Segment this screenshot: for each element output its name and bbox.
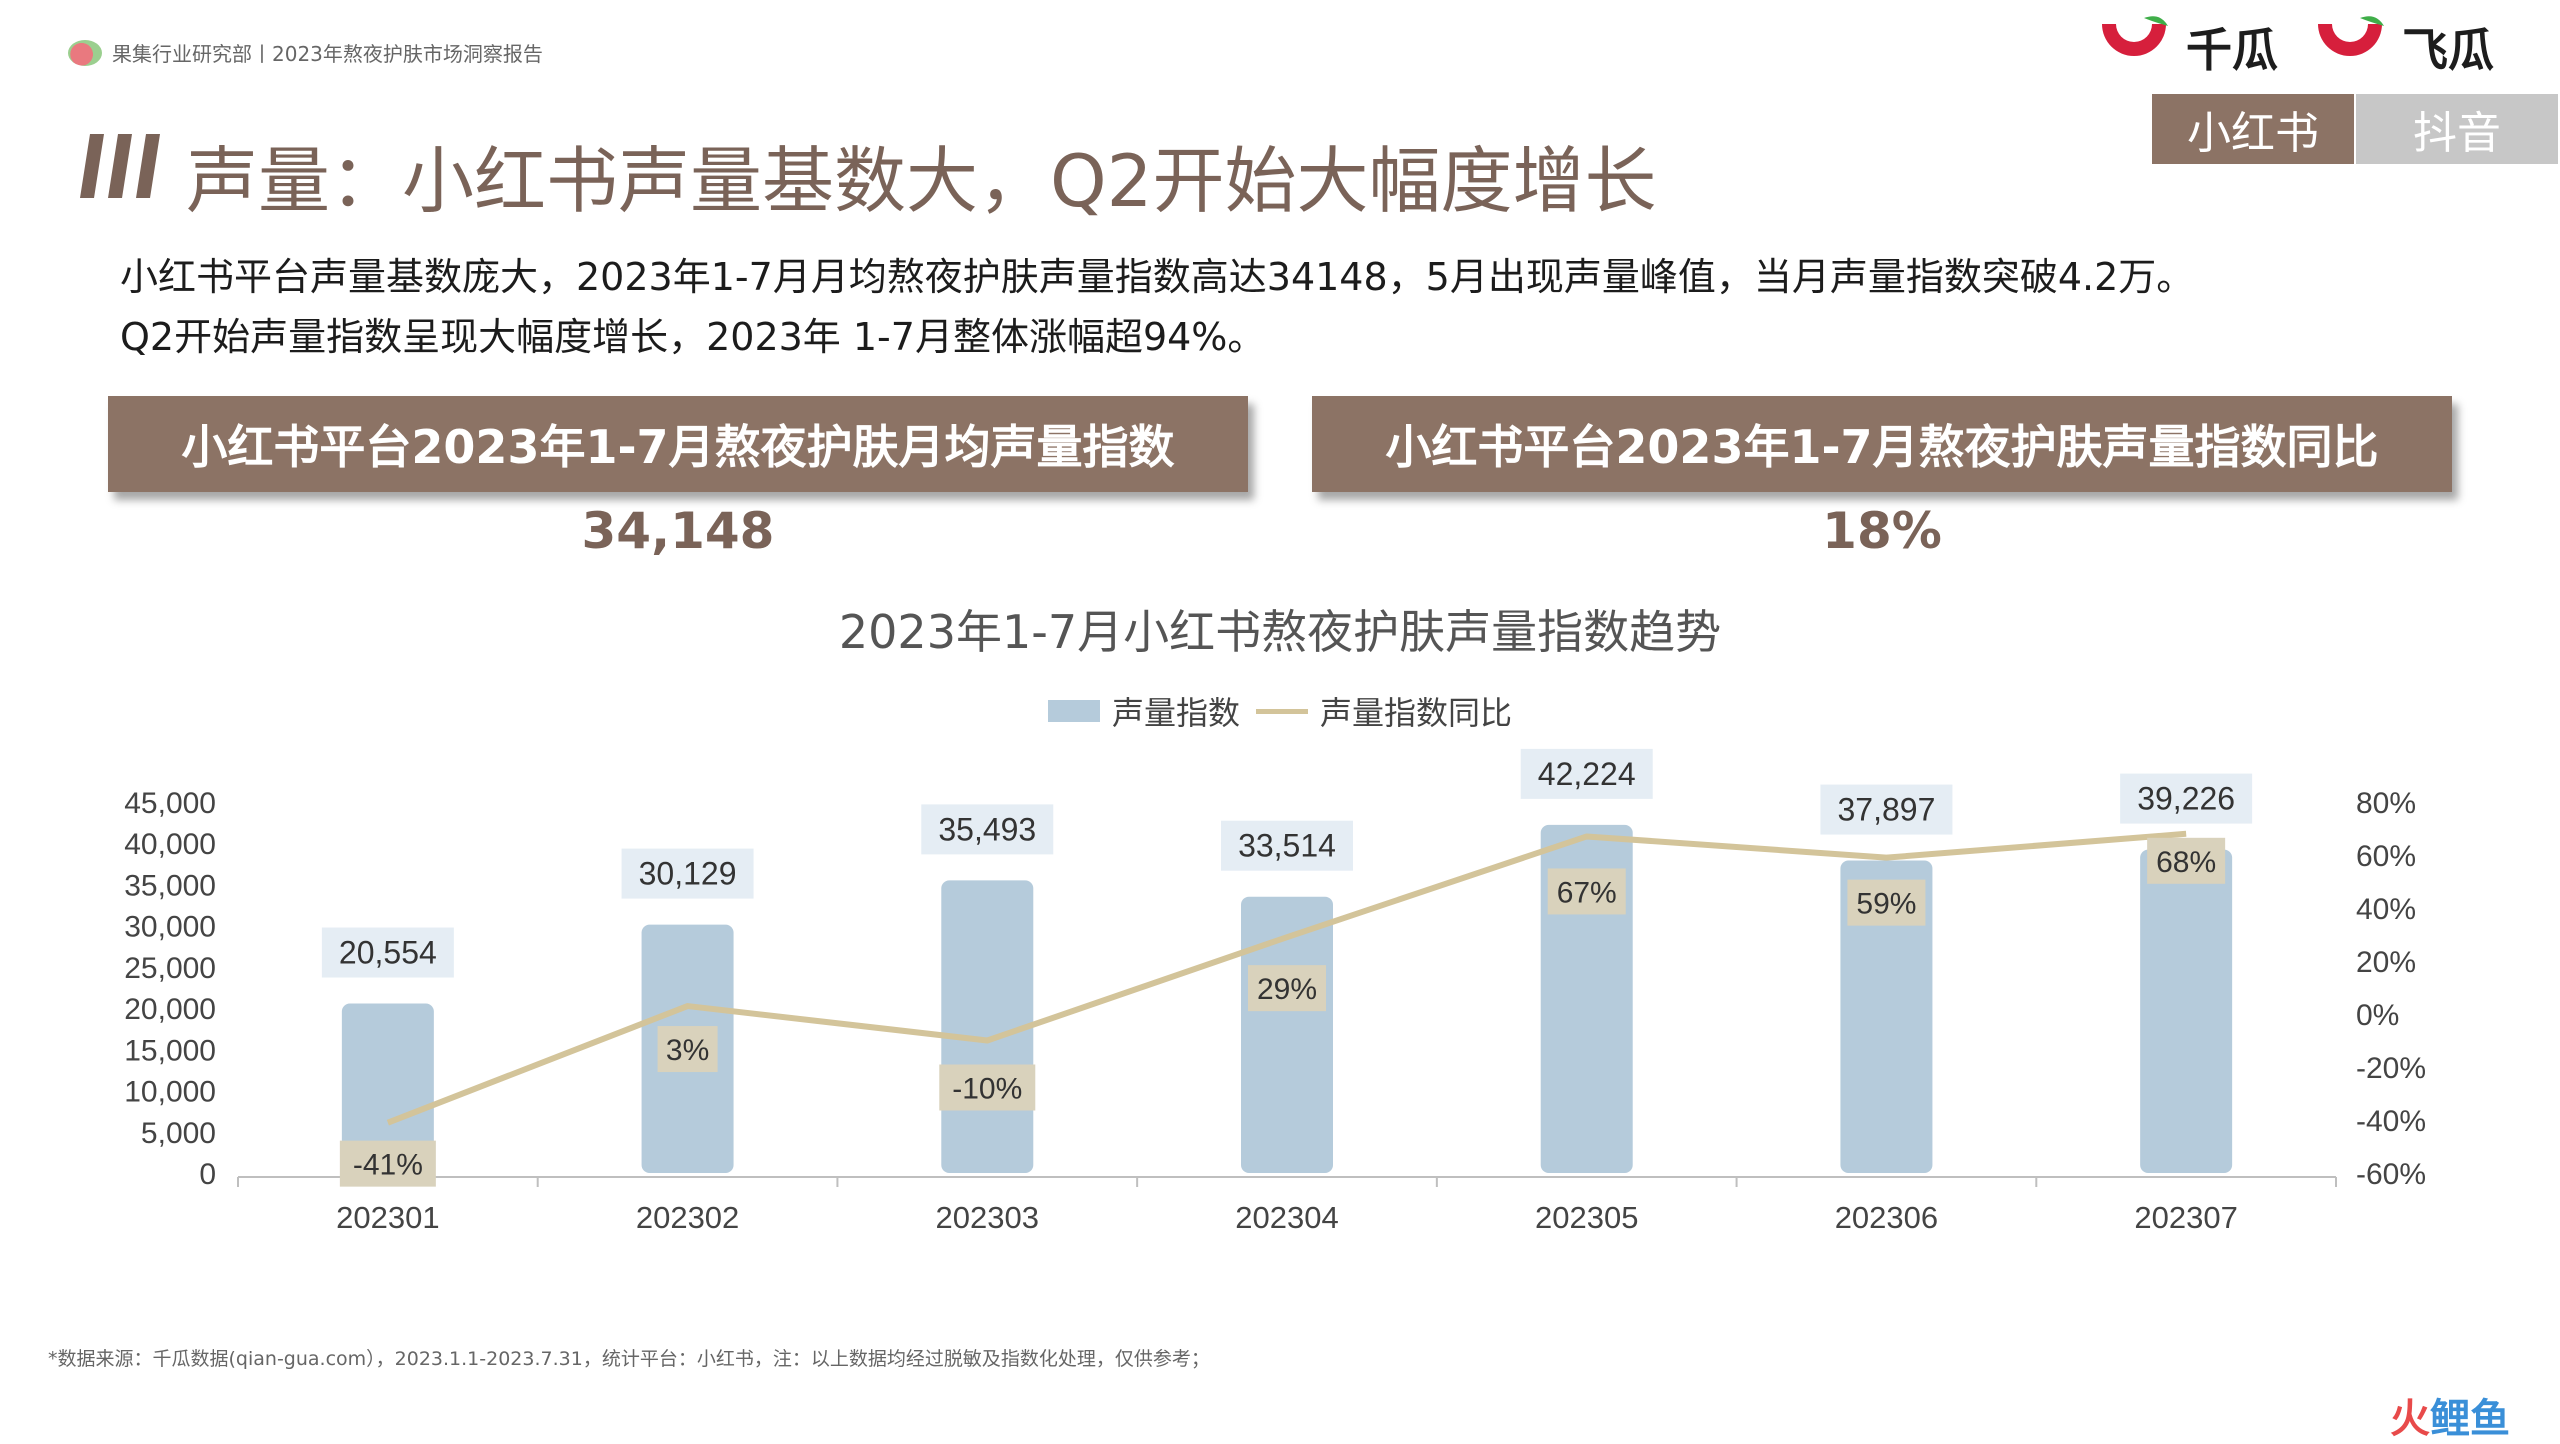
legend-swatch-bar [1047,700,1100,722]
y-left-tick-label: 20,000 [124,993,216,1026]
line-value-label-bg [2147,837,2226,884]
title-bars-icon [80,134,160,198]
bar-value-label: 33,514 [1238,828,1336,864]
x-category-label: 202305 [1535,1200,1638,1235]
brand-qiangua-label: 千瓜 [2186,23,2278,77]
line-value-label: 68% [2156,846,2216,879]
y-left-tick-label: 15,000 [124,1034,216,1067]
legend-label-line: 声量指数同比 [1320,694,1513,732]
brand-feigua: 飞瓜 [2312,14,2494,80]
legend-item-line: 声量指数同比 [1256,688,1512,734]
report-caption: 果集行业研究部丨2023年熬夜护肤市场洞察报告 [112,42,543,66]
corner-logo-part-2: 鲤鱼 [2430,1396,2510,1442]
y-right-tick-label: 80% [2356,787,2416,820]
y-right-tick-label: 20% [2356,946,2416,979]
kpi-banner-monthly-avg: 小红书平台2023年1-7月熬夜护肤月均声量指数 [108,396,1248,492]
x-category-label: 202302 [636,1200,739,1235]
yoy-line [386,830,2187,1126]
bar-202301 [341,1003,434,1173]
bar-value-label-bg [321,927,454,978]
line-value-label: 3% [666,1034,709,1067]
line-value-label-bg [1547,868,1626,915]
y-right-tick-label: 40% [2356,893,2416,926]
feigua-logo-icon [2318,16,2384,56]
line-value-label-bg [339,1140,436,1187]
corner-logo-part-1: 火 [2390,1396,2430,1442]
kpi-value-monthly-avg: 34,148 [581,502,775,560]
bar-value-label-bg [1221,820,1353,871]
y-left-tick-label: 5,000 [141,1117,216,1150]
line-value-label-bg [657,1026,718,1073]
bar-value-label: 30,129 [639,856,737,892]
line-value-label: 29% [1257,973,1317,1006]
kpi-value-yoy: 18% [1822,502,1942,560]
legend-item-bar: 声量指数 [1047,688,1240,734]
y-left-tick-label: 45,000 [124,787,216,820]
page-title: 声量：小红书声量基数大，Q2开始大幅度增长 [186,139,1657,223]
qiangua-logo-icon [2102,16,2168,56]
line-value-label-bg [1248,965,1326,1012]
bar-202307 [2140,849,2233,1173]
bar-value-label-bg [1520,748,1653,799]
x-category-label: 202307 [2134,1200,2237,1235]
brand-feigua-label: 飞瓜 [2402,23,2494,77]
line-value-label: 67% [1557,876,1617,909]
y-right-tick-label: 60% [2356,840,2416,873]
y-right-tick-label: 0% [2356,999,2399,1032]
y-left-tick-label: 35,000 [124,869,216,902]
bar-value-label-bg [2120,773,2253,824]
bar-202306 [1840,860,1933,1173]
y-left-tick-label: 40,000 [124,828,216,861]
line-value-label-bg [1847,879,1926,926]
tab-xiaohongshu[interactable]: 小红书 [2152,94,2354,164]
brand-qiangua: 千瓜 [2096,14,2278,80]
legend-swatch-line [1256,708,1308,714]
chart-title: 2023年1-7月小红书熬夜护肤声量指数趋势 [838,605,1722,659]
bar-value-label: 39,226 [2137,781,2235,817]
y-right-tick-label: -40% [2356,1105,2426,1138]
y-right-tick-label: -60% [2356,1158,2426,1191]
trend-chart: 0 5,000 10,000 15,000 20,000 25,000 30,000 35,0… [124,748,2426,1235]
y-left-tick-label: 0 [199,1158,216,1191]
x-category-label: 202304 [1235,1200,1338,1235]
bar-value-label-bg [621,848,754,899]
line-value-label: -41% [353,1149,423,1182]
report-logo-icon [68,40,102,66]
y-left-tick-label: 30,000 [124,911,216,944]
y-left-tick-label: 25,000 [124,952,216,985]
footnote: *数据来源：千瓜数据(qian-gua.com），2023.1.1-2023.7… [48,1348,1210,1370]
line-value-label-bg [939,1064,1036,1111]
x-category-label: 202301 [336,1200,439,1235]
bar-value-label: 42,224 [1538,756,1636,792]
bar-value-label: 35,493 [938,811,1036,847]
tab-douyin[interactable]: 抖音 [2356,94,2558,164]
bar-value-label-bg [1820,784,1953,835]
line-value-label: 59% [1856,888,1916,921]
bar-value-label: 20,554 [339,935,437,971]
line-value-label: -10% [952,1073,1022,1106]
description-line-2: Q2开始声量指数呈现大幅度增长，2023年 1-7月整体涨幅超94%。 [120,315,1266,359]
bar-value-label: 37,897 [1837,792,1935,828]
chart-legend: 声量指数 声量指数同比 [0,688,2560,734]
legend-label-bar: 声量指数 [1111,694,1240,732]
y-left-tick-label: 10,000 [124,1076,216,1109]
corner-watermark-logo: 火鲤鱼 [2390,1386,2510,1444]
kpi-banner-yoy: 小红书平台2023年1-7月熬夜护肤声量指数同比 [1312,396,2452,492]
y-right-tick-label: -20% [2356,1052,2426,1085]
bar-value-label-bg [921,804,1054,855]
x-category-label: 202306 [1835,1200,1938,1235]
description-line-1: 小红书平台声量基数庞大，2023年1-7月月均熬夜护肤声量指数高达34148，5… [120,255,2195,299]
x-category-label: 202303 [936,1200,1039,1235]
